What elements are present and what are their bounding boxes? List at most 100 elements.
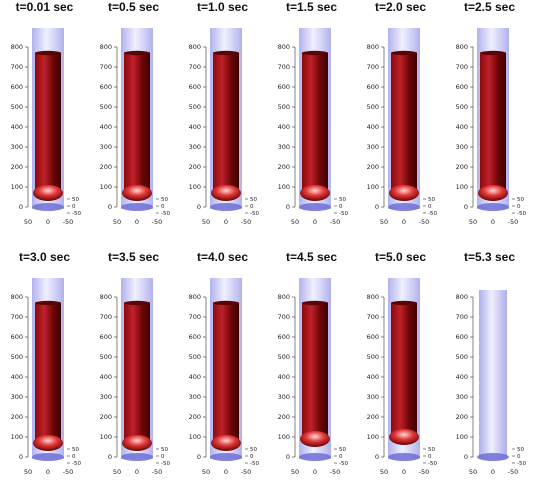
vertical-tick-label: 0: [19, 203, 23, 211]
tube-base: [121, 453, 153, 461]
vertical-tick-label: 200: [189, 413, 201, 421]
horizontal-tick-label: 0: [491, 218, 495, 226]
depth-tick-label: 0: [250, 204, 254, 210]
vertical-tick-label: 0: [108, 203, 112, 211]
vertical-tick-label: 800: [278, 43, 290, 51]
vertical-tick-label: 700: [189, 313, 201, 321]
vertical-tick-label: 0: [197, 203, 201, 211]
vertical-tick-label: 300: [11, 143, 23, 151]
depth-tick-label: -50: [339, 211, 348, 217]
depth-tick-label: -50: [72, 211, 81, 217]
horizontal-tick-label: -50: [419, 468, 430, 476]
vertical-tick-label: 800: [367, 43, 379, 51]
horizontal-tick-label: -50: [241, 218, 252, 226]
horizontal-tick-label: 50: [469, 218, 477, 226]
vertical-tick-label: 700: [367, 63, 379, 71]
horizontal-tick-label: 0: [402, 218, 406, 226]
horizontal-tick-label: -50: [330, 468, 341, 476]
column-bottom-bulge: [300, 185, 330, 201]
vertical-tick-label: 400: [189, 123, 201, 131]
vertical-tick-label: 200: [100, 413, 112, 421]
horizontal-tick-label: 50: [380, 468, 388, 476]
panel-t0-01: t=0.01 sec 0 100 200 300 400 500 600 700 800 50 0-…: [0, 0, 89, 230]
panel-t1-5: t=1.5 sec 0 100 200 300 400 500 600 700 800 50 0 -5…: [267, 0, 356, 230]
column-top: [302, 50, 328, 56]
depth-tick-label: -50: [250, 211, 259, 217]
depth-tick-label: -50: [428, 211, 437, 217]
vertical-tick-label: 300: [189, 393, 201, 401]
vertical-tick-label: 300: [367, 393, 379, 401]
vertical-tick-label: 500: [278, 353, 290, 361]
tube-base: [477, 203, 509, 211]
depth-tick-label: -50: [339, 461, 348, 467]
horizontal-tick-label: 50: [113, 468, 121, 476]
panel-title: t=0.01 sec: [15, 0, 74, 14]
depth-tick-label: 0: [428, 454, 432, 460]
horizontal-tick-label: 50: [113, 218, 121, 226]
vertical-tick-label: 200: [278, 163, 290, 171]
panel-title: t=0.5 sec: [107, 0, 160, 14]
depth-tick-label: -50: [161, 211, 170, 217]
horizontal-tick-label: -50: [508, 218, 519, 226]
tube-base: [32, 203, 64, 211]
vertical-tick-label: 100: [11, 433, 23, 441]
depth-tick-label: 0: [72, 204, 76, 210]
panel-t5-0: t=5.0 sec 0 100 200 300 400 500 600 700 800 50 0 -5…: [356, 250, 445, 480]
tube-base: [299, 453, 331, 461]
vertical-tick-label: 100: [100, 183, 112, 191]
vertical-tick-label: 500: [367, 103, 379, 111]
depth-tick-label: 50: [428, 197, 435, 203]
vertical-tick-label: 0: [464, 453, 468, 461]
depth-tick-label: 50: [517, 197, 524, 203]
vertical-tick-label: 400: [456, 123, 468, 131]
horizontal-tick-label: 50: [24, 218, 32, 226]
vertical-tick-label: 200: [189, 163, 201, 171]
panel-title: t=4.0 sec: [196, 250, 249, 264]
vertical-tick-label: 500: [11, 103, 23, 111]
fluid-column: [480, 53, 506, 195]
tube-base: [477, 453, 509, 461]
vertical-tick-label: 200: [278, 413, 290, 421]
vertical-tick-label: 600: [456, 333, 468, 341]
horizontal-tick-label: 50: [469, 468, 477, 476]
depth-tick-label: 50: [72, 447, 79, 453]
vertical-tick-label: 100: [278, 433, 290, 441]
column-bottom-bulge: [211, 185, 241, 201]
tube-base: [299, 203, 331, 211]
depth-tick-label: 50: [428, 447, 435, 453]
horizontal-tick-label: 0: [313, 218, 317, 226]
horizontal-tick-label: 50: [202, 468, 210, 476]
depth-tick-label: 0: [161, 454, 165, 460]
vertical-tick-label: 600: [11, 333, 23, 341]
tube-wall: [479, 290, 507, 459]
vertical-tick-label: 500: [456, 353, 468, 361]
depth-tick-label: -50: [72, 461, 81, 467]
tube-base: [32, 453, 64, 461]
vertical-tick-label: 600: [367, 333, 379, 341]
column-bottom-bulge: [478, 185, 508, 201]
vertical-tick-label: 600: [278, 333, 290, 341]
vertical-tick-label: 100: [189, 433, 201, 441]
panel-title: t=2.5 sec: [463, 0, 516, 14]
horizontal-tick-label: 0: [313, 468, 317, 476]
column-bottom-bulge: [122, 185, 152, 201]
fluid-column: [35, 303, 61, 445]
column-top: [35, 300, 61, 306]
panel-title: t=3.0 sec: [18, 250, 71, 264]
vertical-tick-label: 0: [286, 203, 290, 211]
panel-title: t=3.5 sec: [107, 250, 160, 264]
vertical-tick-label: 0: [197, 453, 201, 461]
column-top: [391, 300, 417, 306]
tube-base: [121, 203, 153, 211]
depth-tick-label: 50: [250, 447, 257, 453]
depth-tick-label: 0: [428, 204, 432, 210]
